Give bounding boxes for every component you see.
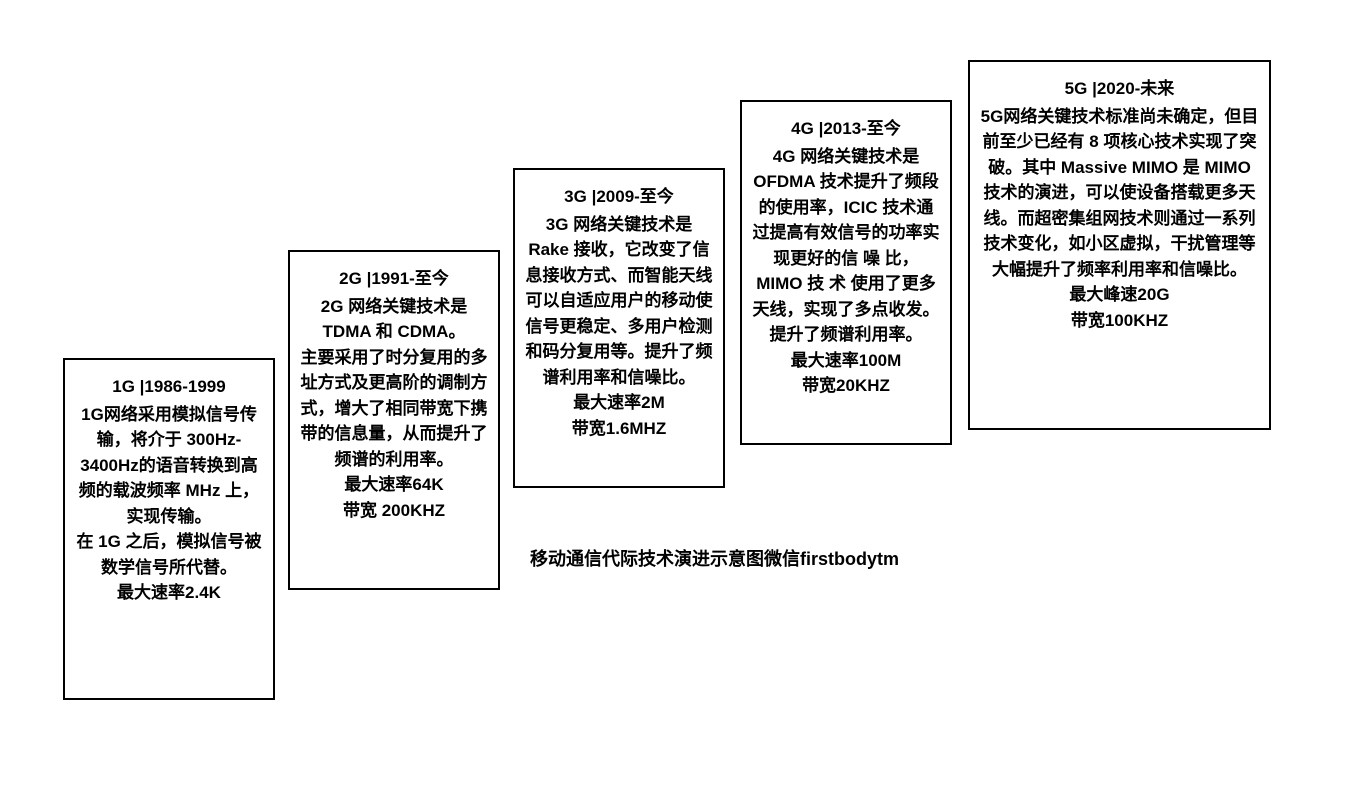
generation-box-1g: 1G |1986-1999 1G网络采用模拟信号传输，将介于 300Hz-340… xyxy=(63,358,275,700)
caption-text: 移动通信代际技术演进示意图微信firstbodytm xyxy=(530,549,899,569)
box-metric: 带宽100KHZ xyxy=(980,308,1259,334)
generation-box-2g: 2G |1991-至今 2G 网络关键技术是TDMA 和 CDMA。主要采用了时… xyxy=(288,250,500,590)
box-metric: 带宽20KHZ xyxy=(752,373,940,399)
box-title: 2G |1991-至今 xyxy=(300,266,488,292)
box-body: 4G 网络关键技术是 OFDMA 技术提升了频段的使用率，ICIC 技术通过提高… xyxy=(752,144,940,348)
generation-box-5g: 5G |2020-未来 5G网络关键技术标准尚未确定，但目前至少已经有 8 项核… xyxy=(968,60,1271,430)
box-metric: 最大峰速20G xyxy=(980,282,1259,308)
box-title: 5G |2020-未来 xyxy=(980,76,1259,102)
box-metric: 最大速率2M xyxy=(525,390,713,416)
box-body: 1G网络采用模拟信号传输，将介于 300Hz-3400Hz的语音转换到高频的载波… xyxy=(75,402,263,581)
box-body: 2G 网络关键技术是TDMA 和 CDMA。主要采用了时分复用的多址方式及更高阶… xyxy=(300,294,488,473)
box-title: 4G |2013-至今 xyxy=(752,116,940,142)
generation-box-3g: 3G |2009-至今 3G 网络关键技术是 Rake 接收，它改变了信息接收方… xyxy=(513,168,725,488)
box-title: 3G |2009-至今 xyxy=(525,184,713,210)
diagram-container: 1G |1986-1999 1G网络采用模拟信号传输，将介于 300Hz-340… xyxy=(0,0,1358,800)
box-title: 1G |1986-1999 xyxy=(75,374,263,400)
box-metric: 带宽1.6MHZ xyxy=(525,416,713,442)
box-metric: 带宽 200KHZ xyxy=(300,498,488,524)
box-metric: 最大速率2.4K xyxy=(75,580,263,606)
box-metric: 最大速率64K xyxy=(300,472,488,498)
diagram-caption: 移动通信代际技术演进示意图微信firstbodytm xyxy=(530,545,899,571)
box-metric: 最大速率100M xyxy=(752,348,940,374)
box-body: 3G 网络关键技术是 Rake 接收，它改变了信息接收方式、而智能天线可以自适应… xyxy=(525,212,713,391)
box-body: 5G网络关键技术标准尚未确定，但目前至少已经有 8 项核心技术实现了突破。其中 … xyxy=(980,104,1259,283)
generation-box-4g: 4G |2013-至今 4G 网络关键技术是 OFDMA 技术提升了频段的使用率… xyxy=(740,100,952,445)
